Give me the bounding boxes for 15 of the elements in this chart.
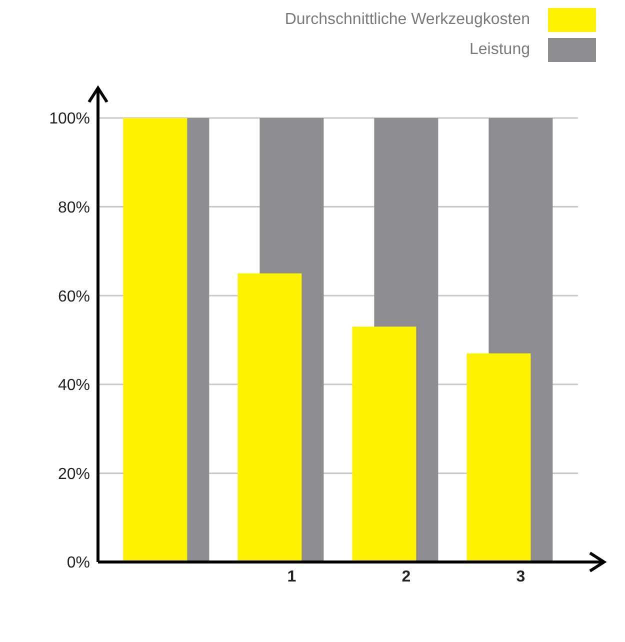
bar <box>466 353 531 562</box>
bar <box>352 326 416 562</box>
x-tick-label: 1 <box>287 568 296 586</box>
legend-label: Durchschnittliche Werkzeugkosten <box>284 11 530 29</box>
bar <box>238 273 302 562</box>
legend-label: Leistung <box>470 41 530 59</box>
x-tick-label: 2 <box>402 568 411 586</box>
x-tick-label: 3 <box>516 568 526 586</box>
y-tick-label: 20% <box>58 466 90 483</box>
bar <box>123 118 188 562</box>
y-tick-label: 0% <box>66 554 90 572</box>
y-tick-label: 60% <box>58 288 90 306</box>
y-tick-label: 40% <box>58 377 90 394</box>
y-tick-label: 100% <box>49 110 90 128</box>
y-tick-label: 80% <box>58 199 90 216</box>
